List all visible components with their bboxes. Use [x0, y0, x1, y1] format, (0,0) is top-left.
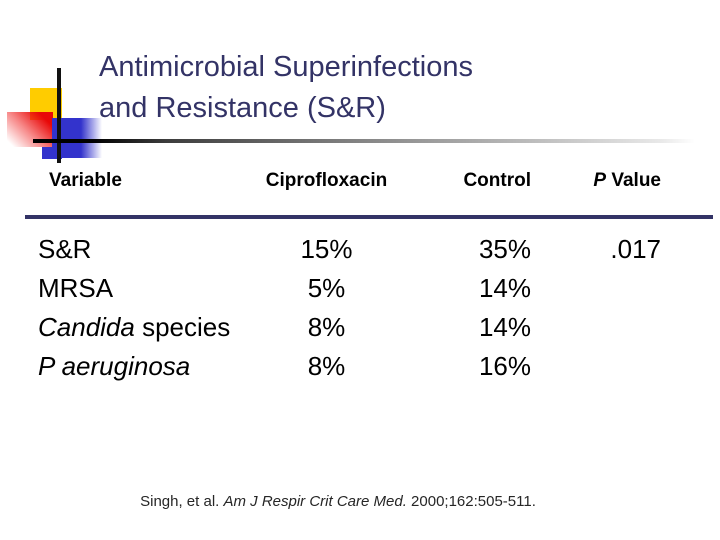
table-row: P aeruginosa 8% 16%	[38, 347, 668, 386]
row-ciprofloxacin-value: 15%	[300, 234, 353, 264]
row-variable-name: MRSA	[38, 273, 250, 304]
table-row: Candida species 8% 14%	[38, 308, 668, 347]
p-value-rest: Value	[606, 170, 661, 191]
row-p-value: .017	[610, 234, 661, 264]
row-variable-name: Candida species	[38, 312, 250, 343]
row-control-value: 16%	[478, 351, 531, 381]
table-row: MRSA 5% 14%	[38, 269, 668, 308]
col-header-control: Control	[463, 170, 531, 191]
citation-journal: Am J Respir Crit Care Med.	[223, 493, 407, 510]
citation-authors: Singh, et al.	[140, 493, 224, 510]
header-divider-line	[25, 215, 713, 219]
col-header-ciprofloxacin: Ciprofloxacin	[265, 170, 388, 191]
row-variable-name: P aeruginosa	[38, 351, 250, 382]
row-variable-name: S&R	[38, 234, 250, 265]
p-value-italic-p: P	[593, 170, 607, 191]
row-variable-regular: MRSA	[38, 273, 114, 303]
row-ciprofloxacin-value: 8%	[307, 351, 346, 381]
citation-volume-pages: 2000;162:505-511.	[406, 493, 536, 510]
row-variable-regular: species	[134, 312, 231, 342]
row-ciprofloxacin-value: 5%	[307, 273, 346, 303]
slide-title-line-1: Antimicrobial Superinfections	[99, 51, 473, 83]
citation: Singh, et al. Am J Respir Crit Care Med.…	[0, 493, 676, 510]
col-header-variable: Variable	[49, 170, 122, 191]
title-underline-gradient	[33, 139, 695, 143]
table-row: S&R 15% 35% .017	[38, 230, 668, 269]
row-control-value: 35%	[478, 234, 531, 264]
row-variable-regular: S&R	[38, 234, 92, 264]
row-control-value: 14%	[478, 273, 531, 303]
table-header-row: Variable Ciprofloxacin Control P Value	[38, 170, 668, 192]
table-body: S&R 15% 35% .017 MRSA 5% 14% Candida spe…	[38, 230, 668, 386]
slide-title-line-2: and Resistance (S&R)	[99, 92, 386, 124]
row-variable-italic: P aeruginosa	[38, 351, 191, 381]
col-header-p-value: P Value	[568, 170, 668, 192]
row-variable-italic: Candida	[38, 312, 135, 342]
slide-title: Antimicrobial Superinfections and Resist…	[99, 47, 473, 129]
row-control-value: 14%	[478, 312, 531, 342]
crosshair-vertical-line	[57, 68, 61, 163]
row-ciprofloxacin-value: 8%	[307, 312, 346, 342]
